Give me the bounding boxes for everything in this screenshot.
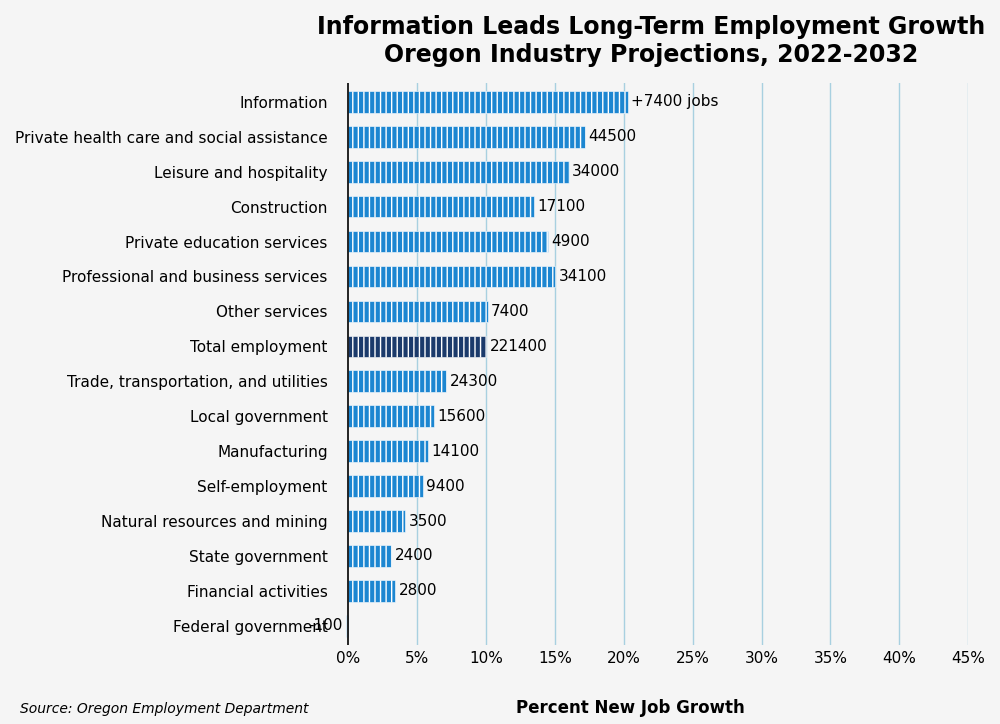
Text: 9400: 9400 (426, 479, 465, 494)
Text: 34000: 34000 (572, 164, 620, 180)
Text: 34100: 34100 (558, 269, 607, 284)
Title: Information Leads Long-Term Employment Growth
Oregon Industry Projections, 2022-: Information Leads Long-Term Employment G… (317, 15, 986, 67)
Bar (346, 615, 348, 636)
Bar (348, 545, 391, 567)
Bar (348, 440, 428, 462)
Text: 2800: 2800 (399, 584, 437, 598)
Text: 17100: 17100 (538, 199, 586, 214)
Text: 14100: 14100 (432, 444, 480, 458)
Bar (348, 300, 488, 322)
Text: +7400 jobs: +7400 jobs (631, 94, 719, 109)
Bar (348, 580, 395, 602)
Bar (348, 231, 548, 253)
Bar (348, 126, 585, 148)
Bar (348, 161, 569, 182)
Bar (348, 195, 534, 217)
Text: Percent New Job Growth: Percent New Job Growth (516, 699, 744, 717)
Text: 7400: 7400 (491, 304, 529, 319)
Bar (348, 371, 446, 392)
Text: 221400: 221400 (490, 339, 547, 354)
Text: 3500: 3500 (408, 513, 447, 529)
Bar (348, 266, 555, 287)
Text: 4900: 4900 (552, 234, 590, 249)
Text: 44500: 44500 (589, 130, 637, 144)
Bar (348, 91, 628, 113)
Text: Source: Oregon Employment Department: Source: Oregon Employment Department (20, 702, 308, 716)
Text: 24300: 24300 (450, 374, 498, 389)
Bar (348, 405, 434, 427)
Bar (348, 510, 405, 532)
Bar (348, 475, 423, 497)
Text: 15600: 15600 (437, 409, 486, 424)
Bar (348, 335, 486, 357)
Text: -100: -100 (309, 618, 343, 634)
Text: 2400: 2400 (395, 549, 433, 563)
